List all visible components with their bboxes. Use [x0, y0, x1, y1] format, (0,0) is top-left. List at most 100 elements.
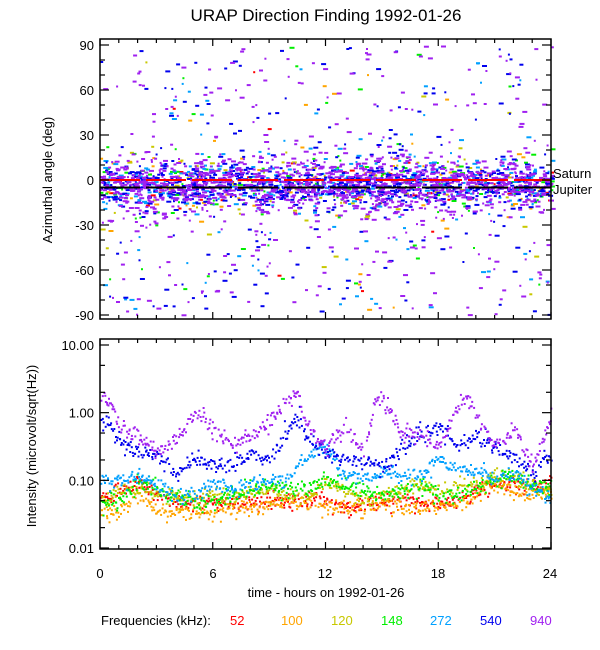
intensity-point-120khz	[358, 500, 360, 503]
azimuth-point-272khz	[103, 160, 109, 162]
azimuth-point-540khz	[385, 173, 391, 176]
azimuth-point-940khz	[369, 167, 374, 170]
intensity-point-100khz	[203, 504, 206, 507]
azimuth-point-540khz	[250, 172, 254, 175]
azimuth-point-940khz	[394, 180, 399, 183]
azimuth-point-940khz	[304, 191, 308, 194]
intensity-point-148khz	[437, 488, 440, 491]
azimuth-point-940khz	[423, 45, 429, 48]
azimuth-point-540khz	[348, 47, 352, 50]
azimuth-point-940khz	[247, 170, 251, 173]
azimuth-point-940khz	[403, 161, 407, 164]
azimuth-point-540khz	[406, 281, 410, 284]
azimuth-point-940khz	[103, 196, 108, 199]
azimuth-point-940khz	[296, 163, 301, 166]
intensity-point-148khz	[111, 503, 114, 506]
azimuth-point-540khz	[544, 153, 547, 156]
azimuth-point-940khz	[295, 172, 301, 175]
azimuth-point-940khz	[277, 209, 280, 212]
intensity-point-148khz	[165, 497, 167, 500]
intensity-point-100khz	[265, 505, 268, 508]
intensity-point-52khz	[107, 497, 110, 500]
azimuth-point-940khz	[259, 222, 263, 225]
azimuth-point-272khz	[237, 255, 242, 258]
intensity-point-52khz	[318, 495, 321, 498]
azimuth-point-940khz	[296, 188, 301, 191]
intensity-point-52khz	[481, 481, 484, 484]
azimuth-point-540khz	[539, 166, 545, 169]
azimuth-point-940khz	[476, 181, 482, 184]
azimuth-point-540khz	[507, 166, 509, 169]
intensity-point-120khz	[107, 492, 109, 495]
intensity-point-120khz	[150, 492, 153, 495]
intensity-point-120khz	[533, 478, 536, 481]
azimuth-y-tick-label: -30	[75, 218, 94, 233]
azimuth-point-272khz	[349, 162, 354, 165]
azimuth-point-940khz	[305, 182, 311, 185]
azimuth-point-940khz	[503, 191, 507, 193]
azimuth-point-940khz	[274, 188, 278, 190]
intensity-point-100khz	[114, 508, 117, 511]
azimuth-point-940khz	[110, 177, 116, 179]
intensity-point-120khz	[496, 477, 499, 480]
azimuth-point-940khz	[363, 184, 367, 187]
azimuth-point-940khz	[139, 193, 142, 196]
intensity-point-148khz	[287, 487, 289, 490]
intensity-point-100khz	[405, 503, 408, 506]
intensity-point-148khz	[292, 490, 295, 493]
azimuth-point-52khz	[109, 192, 115, 195]
azimuth-point-940khz	[430, 168, 434, 171]
intensity-point-148khz	[337, 474, 339, 477]
azimuth-point-940khz	[366, 48, 368, 50]
azimuth-point-940khz	[212, 202, 215, 205]
azimuth-point-940khz	[141, 158, 146, 160]
intensity-point-100khz	[117, 511, 120, 514]
intensity-point-148khz	[363, 491, 365, 494]
intensity-point-52khz	[513, 481, 516, 483]
intensity-point-120khz	[317, 484, 320, 486]
azimuth-point-272khz	[207, 195, 211, 198]
azimuth-point-272khz	[314, 112, 319, 115]
azimuth-point-540khz	[298, 175, 301, 178]
intensity-point-100khz	[520, 494, 523, 497]
azimuth-point-940khz	[188, 184, 190, 186]
intensity-point-120khz	[112, 489, 115, 492]
azimuth-point-940khz	[333, 170, 336, 173]
azimuth-point-940khz	[470, 181, 473, 183]
azimuth-point-940khz	[226, 173, 231, 175]
azimuth-point-540khz	[359, 201, 362, 204]
azimuth-point-940khz	[202, 159, 208, 162]
azimuth-point-940khz	[227, 176, 232, 179]
azimuth-point-148khz	[210, 203, 215, 206]
azimuth-point-272khz	[108, 176, 111, 179]
azimuth-point-540khz	[498, 195, 501, 198]
azimuth-point-940khz	[284, 172, 288, 175]
azimuth-point-940khz	[223, 174, 229, 177]
azimuth-point-100khz	[219, 205, 224, 208]
azimuth-point-940khz	[525, 173, 528, 176]
intensity-point-148khz	[485, 481, 488, 484]
intensity-point-120khz	[220, 492, 223, 495]
azimuth-point-540khz	[177, 180, 182, 183]
azimuth-point-940khz	[264, 274, 268, 277]
azimuth-point-940khz	[418, 193, 421, 196]
azimuth-point-272khz	[417, 165, 422, 168]
azimuth-point-940khz	[489, 182, 494, 185]
azimuth-point-540khz	[303, 174, 308, 177]
intensity-point-100khz	[162, 503, 165, 506]
intensity-point-52khz	[227, 505, 230, 508]
azimuth-point-540khz	[342, 185, 346, 188]
azimuth-point-940khz	[345, 117, 349, 120]
intensity-point-120khz	[270, 487, 273, 490]
azimuth-point-540khz	[171, 183, 174, 186]
azimuth-point-940khz	[217, 162, 220, 165]
azimuth-point-940khz	[362, 166, 365, 169]
intensity-point-120khz	[382, 490, 385, 493]
intensity-point-120khz	[470, 485, 473, 488]
azimuth-point-540khz	[225, 199, 228, 202]
azimuth-point-120khz	[237, 208, 241, 211]
intensity-point-148khz	[244, 478, 246, 481]
azimuth-point-540khz	[515, 246, 521, 249]
intensity-point-52khz	[134, 480, 137, 483]
azimuth-point-940khz	[505, 59, 508, 62]
